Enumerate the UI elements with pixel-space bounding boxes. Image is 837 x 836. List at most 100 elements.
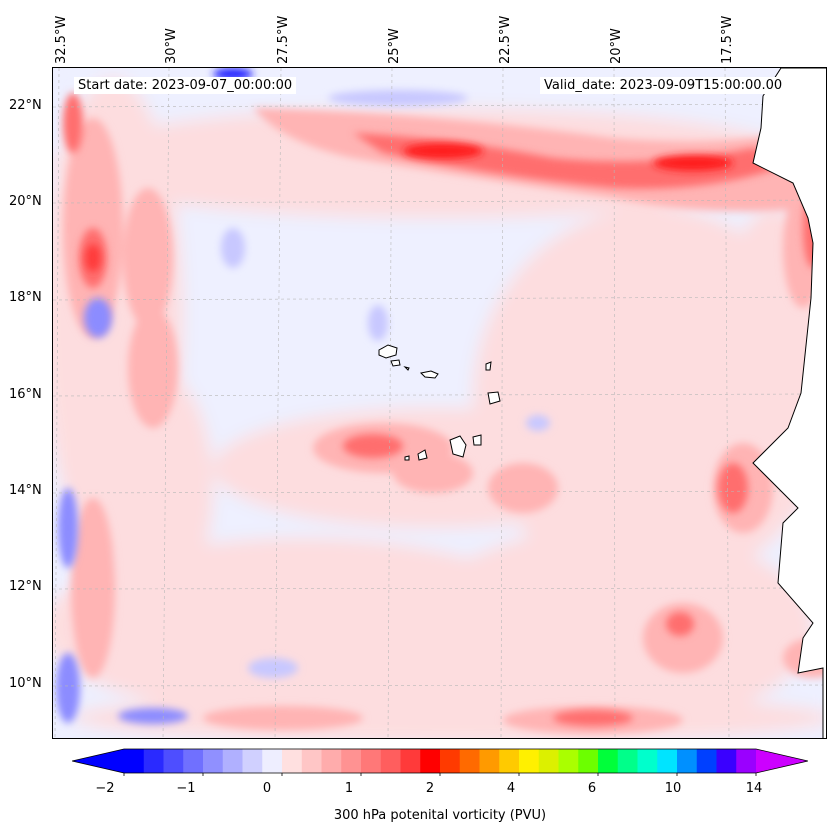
lon-label-17-5w: 17.5°W (720, 15, 735, 64)
island (378, 344, 398, 359)
island (472, 434, 482, 446)
cbar-tick-4: 4 (506, 781, 516, 796)
island (404, 455, 410, 461)
pv-region (553, 710, 633, 726)
pv-region (93, 368, 213, 608)
colorbar-segment (301, 749, 322, 773)
colorbar-segment (459, 749, 480, 773)
island (449, 435, 467, 458)
pv-region (643, 603, 723, 673)
lon-label-22-5w: 22.5°W (498, 15, 513, 64)
pv-region (666, 612, 694, 636)
pv-region (488, 463, 558, 513)
cbar-tick-1: 1 (344, 781, 354, 796)
colorbar-segment (598, 749, 619, 773)
graticule (53, 68, 826, 738)
colorbar-segment (361, 749, 382, 773)
start-date-label: Start date: 2023-09-07_00:00:00 (74, 77, 297, 94)
island (417, 449, 428, 461)
vorticity-field (53, 68, 826, 738)
colorbar-segment (696, 749, 717, 773)
island (403, 366, 410, 371)
pv-region (248, 658, 298, 678)
colorbar-segment (341, 749, 362, 773)
colorbar-segment (617, 749, 638, 773)
pv-region (63, 93, 83, 153)
colorbar-segment (143, 749, 164, 773)
colorbar-segment (637, 749, 658, 773)
colorbar-segment (124, 749, 145, 773)
colorbar-segment (203, 749, 224, 773)
pv-region (368, 305, 388, 341)
lat-label-14n: 14°N (9, 483, 42, 498)
colorbar-segment (657, 749, 678, 773)
gridline (162, 68, 170, 738)
colorbar-segment (380, 749, 401, 773)
island (419, 370, 439, 379)
pv-region (653, 155, 733, 171)
lat-label-20n: 20°N (9, 194, 42, 209)
cape-verde-islands (378, 344, 501, 461)
cbar-tick-neg2: −2 (95, 781, 115, 796)
island (487, 391, 501, 405)
lon-label-32-5w: 32.5°W (54, 15, 69, 64)
colorbar-segment (242, 749, 263, 773)
colorbar-segment (677, 749, 698, 773)
pv-region (203, 706, 363, 730)
colorbar-segment (282, 749, 303, 773)
colorbar-segment (262, 749, 283, 773)
colorbar-segment (420, 749, 441, 773)
pv-region (221, 228, 245, 268)
colorbar-segment (440, 749, 461, 773)
colorbar-segment (578, 749, 599, 773)
cbar-tick-14: 14 (745, 781, 763, 796)
cbar-tick-10: 10 (664, 781, 682, 796)
pv-region (403, 143, 483, 159)
lat-label-16n: 16°N (9, 387, 42, 402)
pv-region (343, 434, 403, 458)
colorbar-segment (321, 749, 342, 773)
colorbar-segment (163, 749, 184, 773)
island (485, 361, 492, 371)
lon-label-27-5w: 27.5°W (276, 15, 291, 64)
map-panel[interactable] (52, 67, 827, 739)
pv-region (718, 463, 748, 513)
lat-label-18n: 18°N (9, 290, 42, 305)
gridline (613, 68, 616, 738)
lat-label-22n: 22°N (9, 98, 42, 113)
valid-date-label: Valid_date: 2023-09-09T15:00:00.00 (540, 77, 787, 94)
pv-region (526, 415, 550, 431)
cbar-tick-0: 0 (262, 781, 272, 796)
colorbar-under-extend (72, 749, 124, 773)
pv-region (393, 453, 473, 493)
colorbar (72, 748, 808, 776)
lat-label-12n: 12°N (9, 579, 42, 594)
pv-region (58, 488, 78, 568)
gridline (500, 68, 504, 738)
colorbar-segment (222, 749, 243, 773)
colorbar-segment (183, 749, 204, 773)
colorbar-segment (538, 749, 559, 773)
gridline (54, 68, 60, 738)
pv-region (118, 708, 188, 724)
colorbar-segment (400, 749, 421, 773)
pv-region (328, 90, 468, 106)
pv-region (123, 188, 173, 328)
lon-label-25w: 25°W (387, 28, 402, 64)
cbar-tick-6: 6 (587, 781, 597, 796)
colorbar-segment (716, 749, 737, 773)
gridline (724, 68, 730, 738)
pv-region (56, 653, 80, 723)
lon-label-30w: 30°W (164, 28, 179, 64)
pv-region (84, 298, 112, 338)
colorbar-segment (736, 749, 757, 773)
lat-label-10n: 10°N (9, 676, 42, 691)
colorbar-segment (519, 749, 540, 773)
pv-region (71, 498, 115, 678)
colorbar-label: 300 hPa potenital vorticity (PVU) (333, 808, 547, 823)
lon-label-20w: 20°W (609, 28, 624, 64)
cbar-tick-neg1: −1 (176, 781, 196, 796)
colorbar-segment (479, 749, 500, 773)
cbar-tick-2: 2 (425, 781, 435, 796)
pv-region (85, 244, 101, 272)
